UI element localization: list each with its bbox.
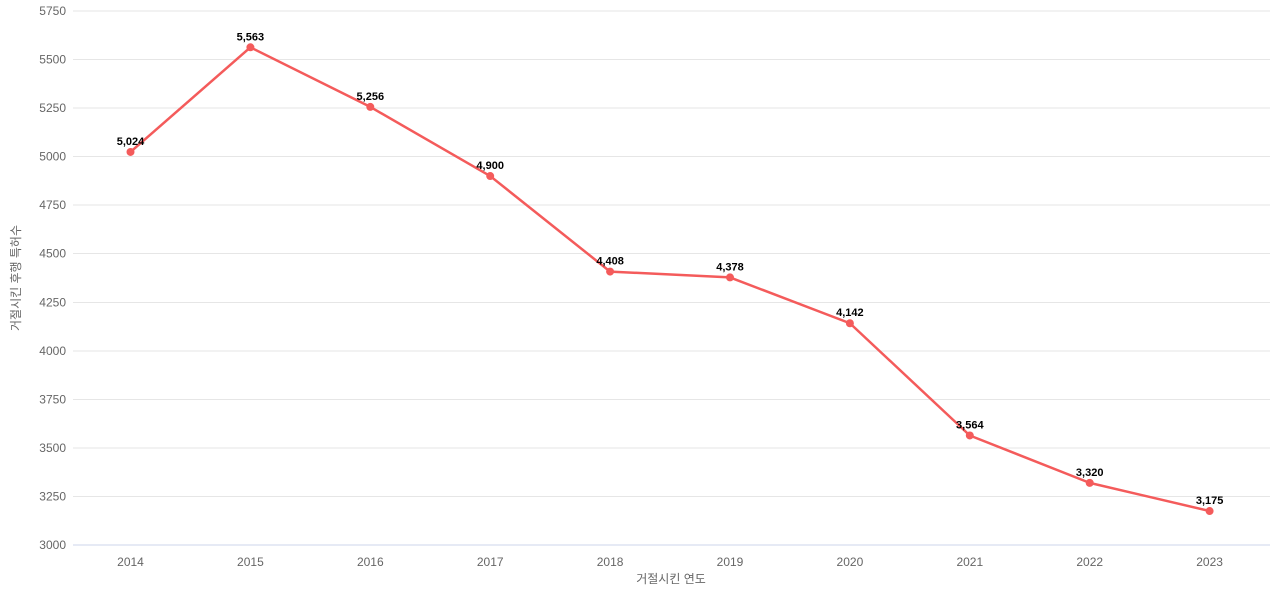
y-tick-label: 3500 [39, 441, 66, 455]
gridlines-group [73, 10, 1270, 546]
data-point-2022[interactable] [1085, 478, 1094, 487]
data-label: 3,175 [1196, 495, 1224, 507]
y-tick-label: 4500 [39, 247, 66, 261]
x-tick-label: 2022 [1076, 555, 1103, 569]
x-tick-label: 2016 [357, 555, 384, 569]
y-tick-label: 3250 [39, 489, 66, 503]
data-point-2017[interactable] [486, 172, 495, 181]
data-point-2015[interactable] [246, 43, 255, 52]
data-point-2016[interactable] [366, 102, 375, 111]
data-label: 4,378 [716, 261, 744, 273]
data-label: 5,024 [117, 136, 145, 148]
data-point-2020[interactable] [845, 319, 854, 328]
data-point-2014[interactable] [126, 147, 135, 156]
data-label: 3,320 [1076, 467, 1104, 479]
y-tick-label: 5500 [39, 53, 66, 67]
data-label: 4,900 [476, 160, 504, 172]
data-point-2023[interactable] [1205, 507, 1214, 516]
y-tick-label: 4000 [39, 344, 66, 358]
y-tick-label: 5000 [39, 150, 66, 164]
data-label: 3,564 [956, 419, 984, 431]
y-tick-label: 3750 [39, 392, 66, 406]
series-group: 5,024 5,563 5,256 4,900 4,408 4,378 4,142 3,564… [117, 31, 1224, 516]
x-tick-label: 2014 [117, 555, 144, 569]
x-tick-label: 2015 [237, 555, 264, 569]
data-label: 5,256 [357, 91, 385, 103]
x-axis-labels-group: 2014 2015 2016 2017 2018 2019 2020 2021 2022 2023 [117, 555, 1223, 569]
x-tick-label: 2021 [956, 555, 983, 569]
y-tick-label: 4250 [39, 295, 66, 309]
x-tick-label: 2020 [837, 555, 864, 569]
x-tick-label: 2019 [717, 555, 744, 569]
data-label: 4,408 [596, 256, 624, 268]
x-tick-label: 2023 [1196, 555, 1223, 569]
data-point-2018[interactable] [606, 267, 615, 276]
y-axis-title: 거절시킨 후행 특허수 [8, 225, 23, 331]
y-tick-label: 3000 [39, 538, 66, 552]
data-label: 4,142 [836, 307, 864, 319]
y-tick-label: 5750 [39, 4, 66, 18]
y-tick-label: 5250 [39, 101, 66, 115]
x-axis-title: 거절시킨 연도 [636, 572, 706, 586]
y-axis-labels-group: 3000 3250 3500 3750 4000 4250 4500 4750 5000 5250… [39, 4, 66, 552]
series-line [129, 46, 1211, 513]
x-tick-label: 2017 [477, 555, 504, 569]
data-point-2019[interactable] [726, 273, 734, 282]
y-tick-label: 4750 [39, 198, 66, 212]
data-label: 5,563 [237, 31, 265, 43]
x-tick-label: 2018 [597, 555, 624, 569]
data-point-2021[interactable] [965, 431, 974, 440]
